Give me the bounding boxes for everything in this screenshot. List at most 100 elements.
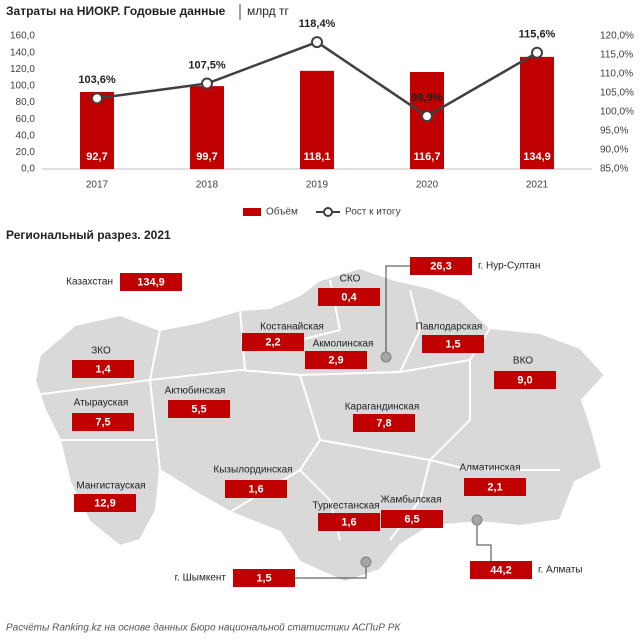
region-name: Жамбылская bbox=[381, 494, 442, 506]
region-value: 2,9 bbox=[328, 354, 343, 366]
region-value: 1,4 bbox=[95, 363, 111, 375]
region-name: г. Шымкент bbox=[175, 573, 227, 584]
region-name: Павлодарская bbox=[416, 322, 483, 333]
region-name: Костанайская bbox=[260, 322, 324, 333]
value-box bbox=[494, 371, 556, 389]
x-tick-label: 2017 bbox=[86, 180, 109, 191]
value-box bbox=[242, 333, 304, 351]
unit: млрд тг bbox=[247, 4, 289, 18]
value-box bbox=[318, 513, 380, 531]
footer: Расчёты Ranking.kz на основе данных Бюро… bbox=[6, 623, 401, 634]
region-name: ВКО bbox=[513, 356, 533, 367]
value-box bbox=[353, 414, 415, 432]
region-value: 9,0 bbox=[517, 374, 532, 386]
region-name: Кызылординская bbox=[213, 465, 292, 476]
value-box bbox=[422, 335, 484, 353]
value-box bbox=[233, 569, 295, 587]
region-value: 12,9 bbox=[94, 497, 115, 509]
region-name: Казахстан bbox=[66, 277, 113, 288]
map-title: Региональный разрез. 2021 bbox=[6, 228, 171, 242]
region-value: 1,5 bbox=[445, 338, 460, 350]
x-tick-label: 2021 bbox=[526, 180, 549, 191]
bar bbox=[190, 86, 224, 169]
city-marker bbox=[471, 514, 483, 526]
line-value-label: 107,5% bbox=[188, 59, 226, 71]
value-box bbox=[120, 273, 182, 291]
region-value: 26,3 bbox=[430, 260, 451, 272]
y2-tick-label: 120,0% bbox=[600, 31, 634, 42]
region-name: СКО bbox=[340, 274, 361, 285]
x-tick-label: 2020 bbox=[416, 180, 439, 191]
y-tick-label: 120,0 bbox=[10, 64, 35, 75]
region-value: 0,4 bbox=[341, 291, 357, 303]
bar-value-label: 116,7 bbox=[414, 151, 441, 163]
region-value: 1,5 bbox=[256, 572, 271, 584]
region-value: 5,5 bbox=[191, 403, 206, 415]
value-box bbox=[410, 257, 472, 275]
y2-tick-label: 100,0% bbox=[600, 107, 634, 118]
region-value: 7,5 bbox=[95, 416, 110, 428]
y2-tick-label: 85,0% bbox=[600, 164, 628, 175]
value-box bbox=[168, 400, 230, 418]
x-tick-label: 2018 bbox=[196, 180, 219, 191]
connector bbox=[476, 520, 492, 561]
region-value: 1,6 bbox=[248, 483, 263, 495]
legend-label: Объём bbox=[266, 206, 298, 218]
y-tick-label: 40,0 bbox=[16, 130, 36, 141]
line-value-label: 103,6% bbox=[78, 74, 116, 86]
y-tick-label: 80,0 bbox=[16, 97, 36, 108]
region-name: Актюбинская bbox=[165, 385, 226, 397]
region-value: 44,2 bbox=[490, 564, 511, 576]
line-value-label: 118,4% bbox=[299, 18, 336, 30]
region-name: Акмолинская bbox=[313, 339, 374, 350]
chart-title: Затраты на НИОКР. Годовые данные bbox=[6, 4, 226, 18]
y2-tick-label: 115,0% bbox=[600, 50, 633, 61]
value-box bbox=[74, 494, 136, 512]
bar bbox=[80, 91, 114, 169]
y2-tick-label: 95,0% bbox=[600, 126, 628, 137]
y-tick-label: 140,0 bbox=[10, 47, 35, 58]
bar-value-label: 134,9 bbox=[523, 151, 551, 163]
value-box bbox=[318, 288, 380, 306]
y-tick-label: 160,0 bbox=[10, 31, 35, 42]
region-name: Мангистауская bbox=[76, 481, 145, 492]
bar bbox=[520, 56, 554, 169]
region-name: Туркестанская bbox=[312, 501, 379, 512]
value-box bbox=[464, 478, 526, 496]
region-value: 2,1 bbox=[487, 481, 502, 493]
line-value-label: 115,6% bbox=[519, 29, 556, 41]
bar bbox=[300, 70, 334, 169]
region-name: Карагандинская bbox=[345, 402, 420, 413]
value-box bbox=[381, 510, 443, 528]
x-tick-label: 2019 bbox=[306, 180, 329, 191]
region-value: 1,6 bbox=[341, 516, 356, 528]
line-marker bbox=[531, 46, 543, 59]
y2-tick-label: 90,0% bbox=[600, 145, 628, 156]
region-value: 134,9 bbox=[137, 276, 165, 288]
bar-value-label: 92,7 bbox=[86, 151, 107, 163]
region-value: 2,2 bbox=[265, 336, 280, 348]
value-box bbox=[305, 351, 367, 369]
connector bbox=[385, 265, 410, 357]
line-marker bbox=[311, 36, 323, 49]
city-marker bbox=[360, 556, 372, 568]
legend-label: Рост к итогу bbox=[345, 207, 401, 218]
value-box bbox=[72, 413, 134, 431]
bar-value-label: 99,7 bbox=[196, 151, 217, 163]
y-tick-label: 20,0 bbox=[16, 147, 36, 158]
city-marker bbox=[380, 351, 392, 363]
region-name: Атырауская bbox=[74, 398, 129, 409]
line-marker bbox=[91, 92, 103, 105]
y-tick-label: 0,0 bbox=[21, 164, 35, 175]
legend-swatch bbox=[243, 208, 261, 216]
line-marker bbox=[201, 77, 213, 90]
y2-tick-label: 105,0% bbox=[600, 88, 634, 99]
region-name: г. Нур-Султан bbox=[478, 261, 540, 272]
bar-value-label: 118,1 bbox=[304, 151, 331, 163]
line-marker bbox=[421, 110, 433, 123]
line-value-label: 98,9% bbox=[411, 92, 442, 104]
y-tick-label: 60,0 bbox=[16, 114, 36, 125]
region-value: 7,8 bbox=[376, 417, 391, 429]
value-box bbox=[225, 480, 287, 498]
